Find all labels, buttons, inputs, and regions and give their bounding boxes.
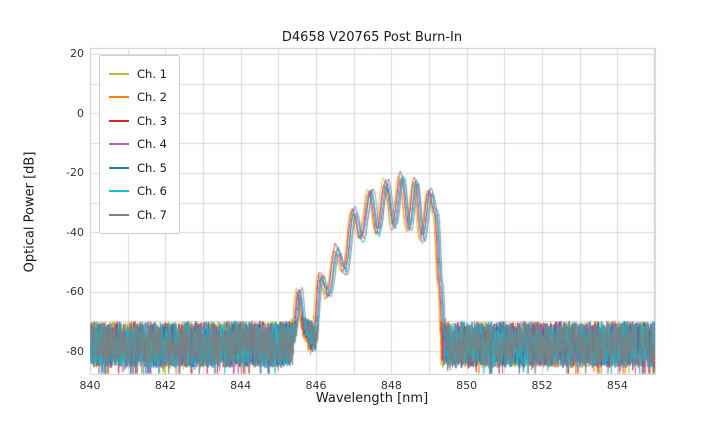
legend-label: Ch. 2	[137, 90, 167, 105]
legend-entry: Ch. 3	[109, 109, 167, 133]
legend-line-swatch	[109, 213, 129, 216]
legend-line-swatch	[109, 190, 129, 193]
x-tick-label: 844	[230, 379, 252, 392]
y-tick-label: -60	[66, 285, 84, 299]
legend-label: Ch. 4	[137, 137, 167, 152]
legend-entry: Ch. 1	[109, 62, 167, 86]
legend: Ch. 1 Ch. 2 Ch. 3 Ch. 4 Ch. 5 Ch. 6 Ch. 7	[99, 55, 180, 234]
legend-line-swatch	[109, 143, 129, 146]
legend-line-swatch	[109, 72, 129, 75]
x-tick-label: 840	[79, 379, 101, 392]
legend-entry: Ch. 5	[109, 156, 167, 180]
y-tick-label: 20	[70, 47, 84, 61]
x-tick-label: 842	[154, 379, 176, 392]
y-tick-label: -40	[66, 225, 84, 239]
legend-label: Ch. 5	[137, 160, 167, 175]
y-tick-label: 0	[77, 106, 84, 120]
x-axis-label: Wavelength [nm]	[315, 391, 429, 406]
legend-line-swatch	[109, 119, 129, 122]
legend-line-swatch	[109, 96, 129, 99]
legend-label: Ch. 3	[137, 113, 167, 128]
legend-label: Ch. 7	[137, 207, 167, 222]
y-tick-label: -80	[66, 344, 84, 358]
legend-label: Ch. 1	[137, 66, 167, 81]
legend-line-swatch	[109, 166, 129, 169]
x-tick-label: 848	[380, 379, 402, 392]
x-tick-label: 852	[531, 379, 553, 392]
x-tick-label: 846	[305, 379, 327, 392]
x-tick-label: 854	[606, 379, 628, 392]
legend-label: Ch. 6	[137, 184, 167, 199]
legend-entry: Ch. 7	[109, 203, 167, 227]
chart-title: D4658 V20765 Post Burn-In	[281, 30, 463, 45]
legend-entry: Ch. 4	[109, 133, 167, 157]
y-axis-label: Optical Power [dB]	[22, 151, 38, 273]
legend-entry: Ch. 2	[109, 86, 167, 110]
y-tick-label: -20	[66, 166, 84, 180]
x-tick-label: 850	[456, 379, 478, 392]
legend-entry: Ch. 6	[109, 180, 167, 204]
